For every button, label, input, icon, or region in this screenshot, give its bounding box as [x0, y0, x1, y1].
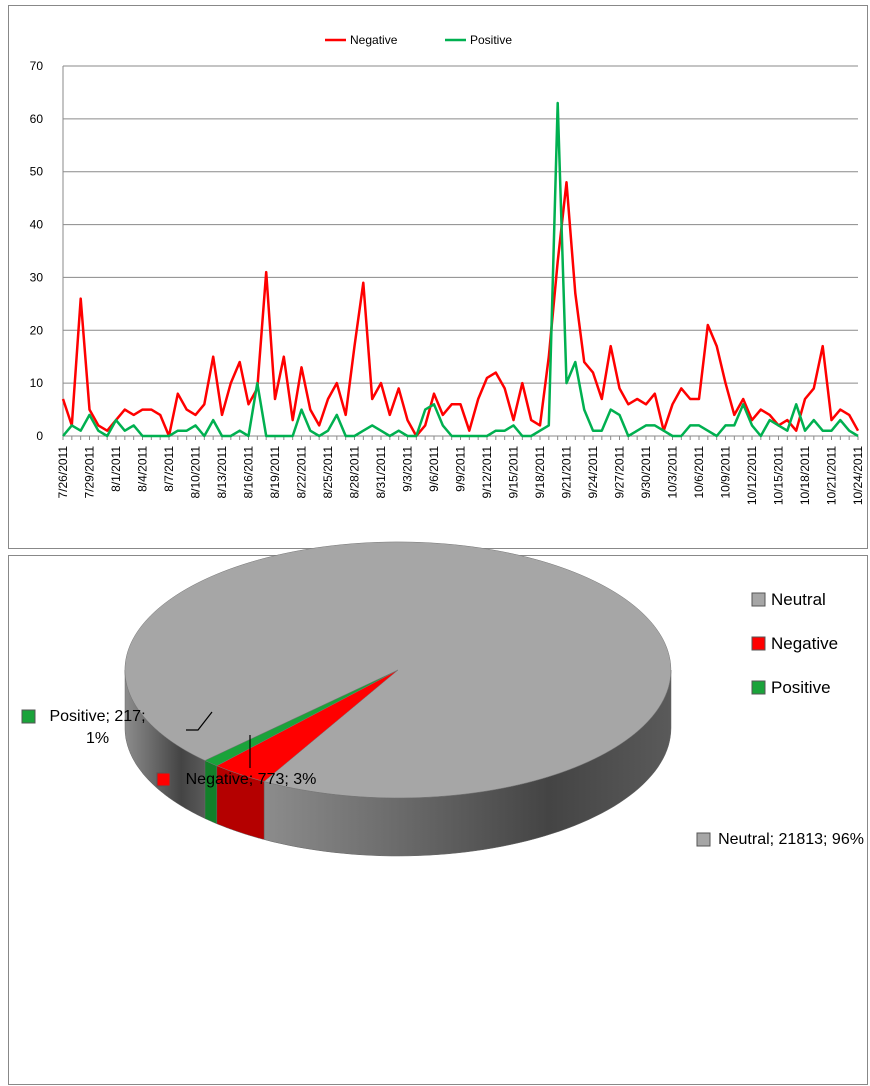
x-tick-label: 9/3/2011 — [401, 446, 415, 492]
x-tick-label: 7/26/2011 — [56, 446, 70, 499]
y-tick-label: 70 — [30, 59, 44, 73]
data-label: Positive; 217; 1% — [49, 708, 146, 747]
x-tick-label: 8/31/2011 — [374, 446, 388, 499]
x-tick-label: 8/10/2011 — [189, 446, 203, 499]
x-tick-label: 8/7/2011 — [162, 446, 176, 492]
data-line — [62, 101, 859, 438]
x-tick-label: 10/21/2011 — [825, 446, 839, 505]
x-tick-label: 10/9/2011 — [719, 446, 733, 499]
x-tick-label: 9/12/2011 — [480, 446, 494, 499]
x-tick-label: 9/15/2011 — [507, 446, 521, 499]
legend-label: Positive — [470, 33, 512, 47]
x-tick-label: 9/6/2011 — [427, 446, 441, 492]
pie-slice — [204, 669, 399, 767]
legend-label: Neutral — [771, 590, 826, 609]
legend-swatch — [751, 680, 766, 695]
leader-line — [186, 711, 213, 731]
x-tick-label: 8/16/2011 — [242, 446, 256, 499]
data-label: Neutral; 21813; 96% — [718, 831, 864, 848]
x-tick-label: 9/18/2011 — [533, 446, 547, 499]
legend-label: Positive — [771, 678, 831, 697]
x-tick-label: 10/18/2011 — [798, 446, 812, 505]
y-tick-label: 20 — [30, 323, 44, 337]
x-tick-label: 9/30/2011 — [639, 446, 653, 499]
x-tick-label: 10/3/2011 — [666, 446, 680, 499]
data-label: Negative; 773; 3% — [185, 771, 317, 788]
data-line — [61, 181, 860, 438]
x-tick-label: 8/13/2011 — [215, 446, 229, 499]
data-label-swatch — [21, 709, 36, 724]
y-tick-label: 0 — [36, 429, 43, 443]
x-tick-label: 9/27/2011 — [613, 446, 627, 499]
y-tick-label: 10 — [30, 376, 44, 390]
x-tick-label: 7/29/2011 — [83, 446, 97, 499]
y-tick-label: 60 — [30, 112, 44, 126]
y-tick-label: 40 — [30, 218, 44, 232]
x-tick-label: 8/22/2011 — [295, 446, 309, 499]
x-tick-label: 8/25/2011 — [321, 446, 335, 499]
x-tick-label: 8/1/2011 — [109, 446, 123, 492]
x-tick-label: 10/6/2011 — [692, 446, 706, 499]
y-tick-label: 50 — [30, 165, 44, 179]
x-tick-label: 10/24/2011 — [851, 446, 865, 505]
legend-swatch — [751, 636, 766, 651]
x-tick-label: 9/24/2011 — [586, 446, 600, 499]
x-tick-label: 10/12/2011 — [745, 446, 759, 505]
data-label-swatch — [156, 772, 171, 787]
legend-swatch — [751, 592, 766, 607]
x-tick-label: 8/4/2011 — [136, 446, 150, 492]
x-tick-label: 9/21/2011 — [560, 446, 574, 499]
legend-label: Negative — [350, 33, 398, 47]
x-tick-label: 10/15/2011 — [772, 446, 786, 505]
data-label-swatch — [696, 832, 711, 847]
x-tick-label: 8/28/2011 — [348, 446, 362, 499]
legend-label: Negative — [771, 634, 838, 653]
x-tick-label: 8/19/2011 — [268, 446, 282, 499]
y-tick-label: 30 — [30, 270, 44, 284]
x-tick-label: 9/9/2011 — [454, 446, 468, 492]
